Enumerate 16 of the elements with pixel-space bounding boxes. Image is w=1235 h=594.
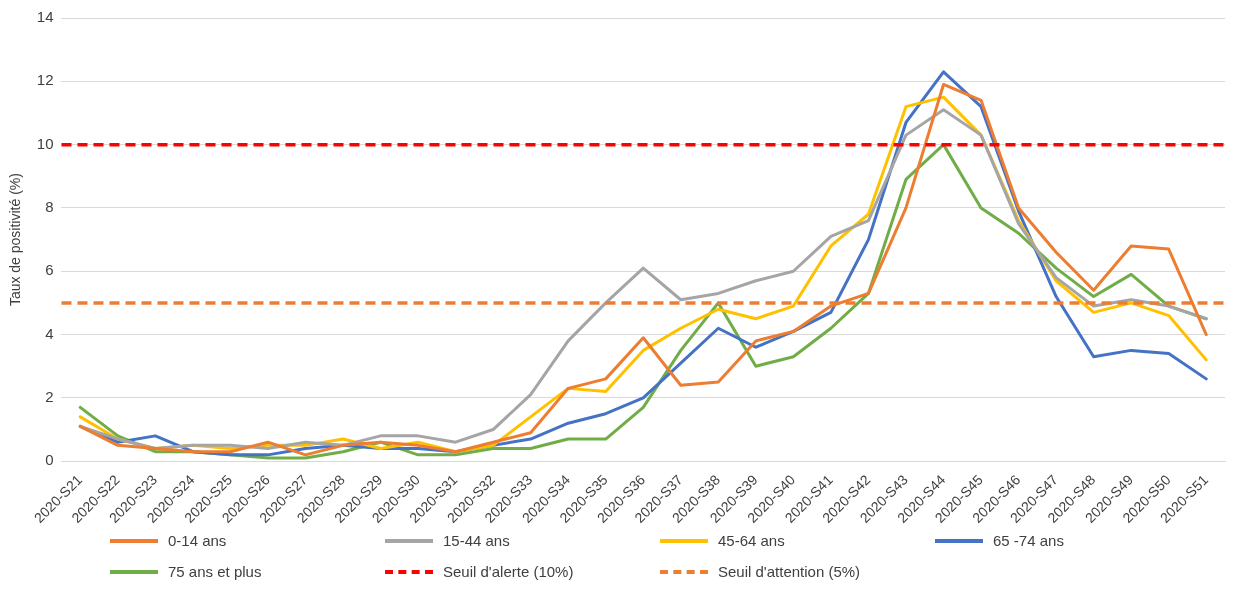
y-axis-title: Taux de positivité (%) xyxy=(7,173,24,307)
legend-label: 15-44 ans xyxy=(443,532,510,549)
y-tick-label: 0 xyxy=(45,451,54,469)
legend-label: 0-14 ans xyxy=(168,532,227,549)
y-tick-label: 6 xyxy=(45,261,54,279)
legend-label: 65 -74 ans xyxy=(993,532,1064,549)
legend-label: Seuil d'alerte (10%) xyxy=(443,563,574,580)
y-tick-label: 8 xyxy=(45,198,54,216)
legend-label: Seuil d'attention (5%) xyxy=(718,563,861,580)
y-tick-label: 10 xyxy=(36,134,54,152)
y-tick-label: 2 xyxy=(45,388,54,406)
y-tick-label: 12 xyxy=(36,71,54,89)
y-tick-label: 14 xyxy=(36,8,54,26)
legend-label: 75 ans et plus xyxy=(168,563,262,580)
legend-label: 45-64 ans xyxy=(718,532,785,549)
y-tick-label: 4 xyxy=(45,324,54,342)
